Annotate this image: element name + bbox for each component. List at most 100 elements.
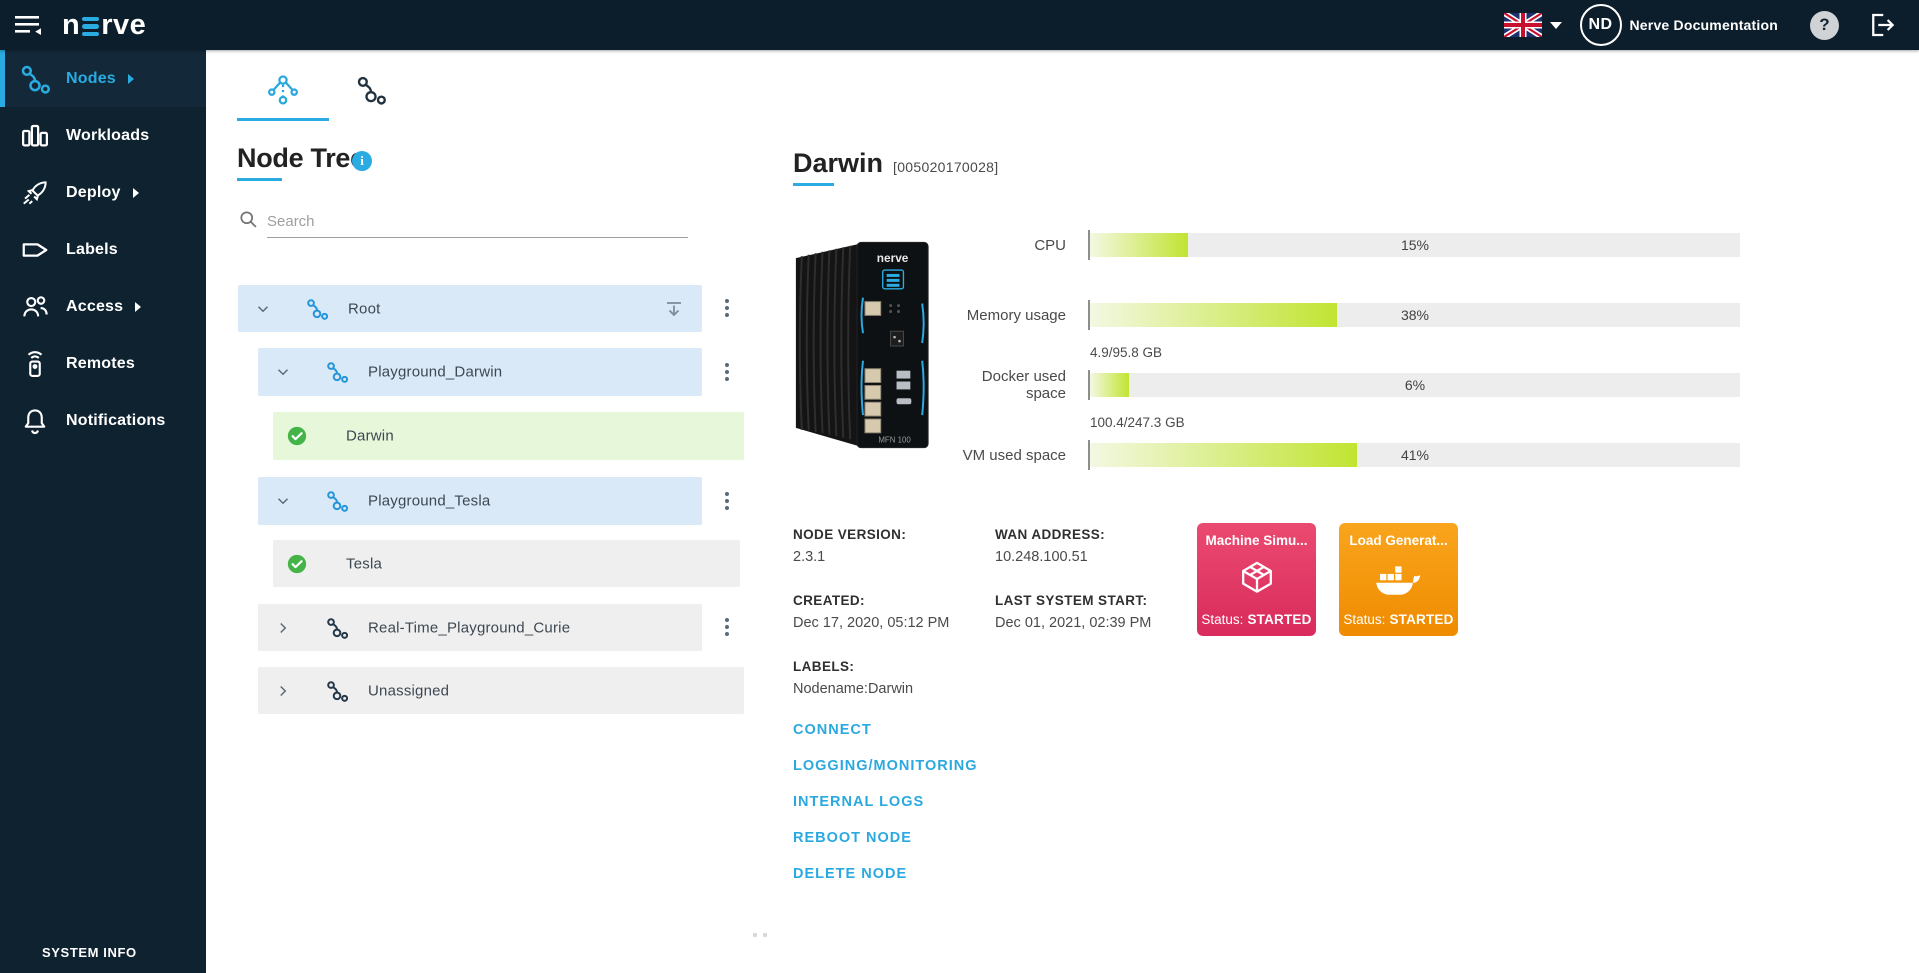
tree-row-playground-darwin[interactable]: Playground_Darwin [258,348,702,396]
delete-node-link[interactable]: DELETE NODE [793,866,908,882]
tree-row-real-time-playground-curie[interactable]: Real-Time_Playground_Curie [258,604,702,651]
field-label: WAN ADDRESS: [995,527,1106,542]
cpu-usage-value: 15% [1400,237,1430,253]
sidebar-item-access[interactable]: Access [0,278,206,335]
user-avatar[interactable]: ND [1579,4,1622,46]
chevron-right-icon [135,301,142,312]
tree-row-darwin[interactable]: Darwin [273,412,744,460]
tree-row-label: Playground_Darwin [368,363,503,381]
sidebar-item-workloads[interactable]: Workloads [0,107,206,164]
internal-logs-link[interactable]: INTERNAL LOGS [793,794,925,810]
tree-row-label: Playground_Tesla [368,492,491,510]
field-labels: LABELS: Nodename:Darwin [793,659,993,697]
search-input[interactable] [267,206,688,238]
active-tab-indicator [237,118,329,121]
sidebar: Nodes Workloads Deploy [0,50,206,973]
row-menu-button[interactable] [716,487,738,515]
chevron-down-icon[interactable] [254,300,272,318]
stat-label-cpu: CPU [1034,237,1066,254]
sidebar-item-label: Labels [66,240,118,258]
memory-usage-value: 38% [1400,307,1430,323]
workload-card-machine-simulation[interactable]: Machine Simu... Status: STARTED [1197,523,1316,636]
sidebar-item-label: Notifications [66,411,166,429]
row-menu-button[interactable] [716,613,738,641]
logging-monitoring-link[interactable]: LOGGING/MONITORING [793,758,978,774]
codesys-cubes-icon [1197,556,1316,602]
node-name: Darwin [793,148,884,178]
chevron-down-icon[interactable] [274,363,292,381]
sidebar-item-remotes[interactable]: Remotes [0,335,206,392]
chevron-right-icon[interactable] [274,619,292,637]
tree-row-label: Tesla [346,555,383,572]
status-value: STARTED [1389,612,1454,627]
language-flag-uk[interactable] [1502,10,1543,40]
tree-row-tesla[interactable]: Tesla [273,540,740,587]
status-prefix: Status: [1343,612,1386,627]
sidebar-item-notifications[interactable]: Notifications [0,392,206,449]
stat-label-vm: VM used space [962,447,1066,464]
status-value: STARTED [1247,612,1312,627]
sidebar-item-labels[interactable]: Labels [0,221,206,278]
logout-button[interactable] [1867,10,1897,40]
sidebar-item-deploy[interactable]: Deploy [0,164,206,221]
nodes-icon [20,64,50,94]
tree-row-label: Darwin [346,427,394,445]
node-tree-title: Node Tree [237,143,365,173]
stat-label-docker: Docker used space [981,368,1066,402]
row-menu-button[interactable] [716,358,738,386]
cpu-usage-bar: 15% [1088,230,1740,260]
vm-space-fill [1090,443,1357,467]
memory-usage-fill [1090,303,1337,327]
reboot-node-link[interactable]: REBOOT NODE [793,830,912,846]
cpu-usage-fill [1090,233,1188,257]
memory-usage-bar: 38% [1088,300,1740,330]
panel-resize-handle[interactable] [753,933,767,937]
search-icon [240,211,257,228]
vm-space-detail: 100.4/247.3 GB [1090,415,1185,430]
docker-space-value: 6% [1404,377,1426,393]
chevron-right-icon [132,187,139,198]
field-last-system-start: LAST SYSTEM START: Dec 01, 2021, 02:39 P… [995,593,1195,631]
top-bar: n rve ND Nerve Documentation ? [0,0,1919,50]
deploy-rocket-icon [20,178,50,208]
field-label: NODE VERSION: [793,527,907,542]
svg-text:nerve: nerve [877,251,909,265]
chevron-down-icon[interactable] [274,492,292,510]
chevron-right-icon[interactable] [274,682,292,700]
docker-whale-icon [1339,556,1458,602]
access-users-icon [20,292,50,322]
node-group-icon [326,361,349,383]
label-tag-icon [20,235,50,265]
docker-space-bar: 6% [1088,370,1740,400]
field-created: CREATED: Dec 17, 2020, 05:12 PM [793,593,993,631]
device-image: nerve MFN 100 [795,241,929,449]
tree-row-root[interactable]: Root [238,285,702,332]
node-list-icon [357,76,386,105]
remote-control-icon [20,349,50,379]
workloads-icon [20,121,50,151]
tab-node-list[interactable] [330,64,412,116]
docker-space-detail: 4.9/95.8 GB [1090,345,1163,360]
system-info-link[interactable]: SYSTEM INFO [42,945,137,960]
move-to-node-icon[interactable] [662,297,686,321]
connect-link[interactable]: CONNECT [793,722,872,738]
field-label: LAST SYSTEM START: [995,593,1148,608]
chevron-right-icon [127,73,134,84]
row-menu-button[interactable] [716,294,738,322]
sidebar-item-nodes[interactable]: Nodes [0,50,206,107]
help-button[interactable]: ? [1810,10,1839,40]
field-value: Dec 01, 2021, 02:39 PM [995,615,1152,631]
info-icon[interactable]: i [352,151,372,171]
language-dropdown-caret[interactable] [1549,21,1562,29]
menu-toggle-button[interactable] [14,12,44,38]
field-wan-address: WAN ADDRESS: 10.248.100.51 [995,527,1195,565]
stat-label-memory: Memory usage [966,307,1066,324]
tree-row-unassigned[interactable]: Unassigned [258,667,744,714]
tree-row-label: Unassigned [368,682,450,699]
logout-icon [1872,13,1895,37]
workload-title: Machine Simu... [1205,533,1308,548]
tree-row-playground-tesla[interactable]: Playground_Tesla [258,477,702,525]
vm-space-bar: 41% [1088,440,1740,470]
workload-card-load-generator[interactable]: Load Generat... Status: STARTED [1339,523,1458,636]
tab-node-tree[interactable] [242,64,324,116]
